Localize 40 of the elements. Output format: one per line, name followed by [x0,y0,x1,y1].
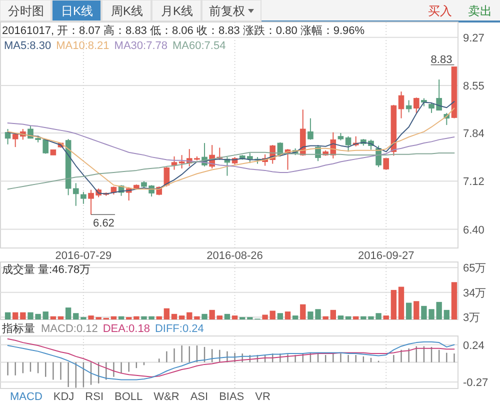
y-tick-label: 7.84 [463,128,484,140]
text: MA10:8.21 [56,40,110,52]
text: DEA:0.18 [102,323,150,335]
text: 分时图 [8,4,44,18]
y-tick-label: 3万 [463,312,480,324]
text: MA60:7.54 [172,40,226,52]
text: 前复权 [209,4,245,18]
y-tick-label: 0.24 [463,340,484,352]
x-tick-label: 2016-07-29 [55,250,112,262]
text: 周K线 [110,4,144,18]
annotation: 6.62 [93,218,114,230]
y-tick-label: 8.55 [463,80,484,93]
text: BOLL [114,391,143,403]
text: ASI [190,391,208,403]
text: BIAS [219,391,244,403]
text: 买入 [428,4,452,18]
text: MACD [10,391,42,403]
text: RSI [85,391,104,403]
text: MACD:0.12 [41,323,98,335]
text: DIFF:0.24 [154,323,204,335]
y-tick-label: 9.27 [463,32,484,44]
y-tick-label: 7.12 [463,176,484,188]
x-tick-label: 2016-08-26 [206,250,263,262]
x-tick-label: 2016-09-27 [358,250,414,262]
chart-title: 20161017, 开：8.07 高：8.83 低：8.06 收：8.83 涨跌：0.80 涨幅：9.96% [2,24,365,37]
y-tick-label: 34万 [463,287,486,300]
text: 日K线 [60,4,94,18]
y-tick-label: 65万 [463,262,486,275]
annotation: 8.83 [430,54,452,66]
y-tick-label: 6.40 [463,224,484,236]
text: MA5:8.30 [4,40,52,52]
text: KDJ [53,391,74,403]
text: W&R [154,391,180,403]
text: MA30:7.78 [114,40,168,52]
text: 月K线 [160,4,194,18]
chart-title: 指标量 [1,323,35,335]
text: 卖出 [468,4,492,18]
text: VR [255,391,270,403]
y-tick-label: -0.27 [463,376,488,389]
chart-title: 成交量 量:46.78万 [2,263,91,276]
